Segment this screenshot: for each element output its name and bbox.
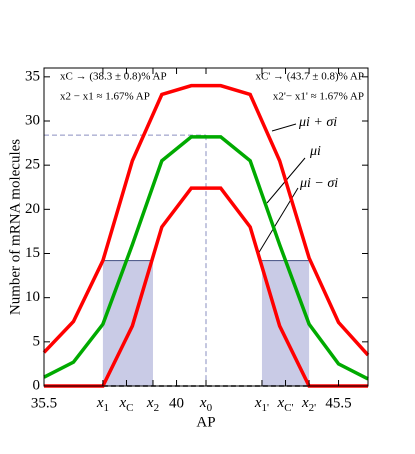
series-line [43,135,369,381]
x-tick-label: 40 [169,395,184,411]
y-tick-label: 25 [25,157,40,173]
y-tick-label: 0 [33,377,41,393]
shaded-region [261,260,310,386]
leader-line [271,123,297,132]
annotation: x2 − x1 ≈ 1.67% AP [60,91,150,103]
y-axis-label: Number of mRNA molecules [7,139,23,315]
y-tick-label: 15 [25,245,40,261]
x-axis-label: AP [196,414,215,430]
x-tick-label: xC [118,395,133,413]
y-tick-label: 35 [25,68,40,84]
x-tick-label: 45.5 [325,395,351,411]
x-tick-label: x2' [301,395,316,413]
series-line [42,83,370,357]
annotation: xC → (38.3 ± 0.8)% AP [60,71,167,83]
x-tick-label: x0 [199,395,213,413]
y-tick-label: 30 [25,112,40,128]
x-tick-label: x1 [96,395,109,413]
series-label: μi [309,144,321,159]
series-label: μi + σi [298,115,337,130]
x-tick-label: x2 [146,395,159,413]
y-tick-label: 20 [25,201,40,217]
x-tick-label: xC' [277,395,294,413]
x-tick-label: x1' [254,395,269,413]
annotation: xC' → (43.7 ± 0.8)% AP [255,71,364,83]
x-tick-label: 35.5 [31,395,57,411]
y-tick-label: 5 [33,333,41,349]
y-tick-label: 10 [25,289,40,305]
series-label: μi − σi [299,176,338,191]
annotation: x2'− x1' ≈ 1.67% AP [273,91,364,103]
